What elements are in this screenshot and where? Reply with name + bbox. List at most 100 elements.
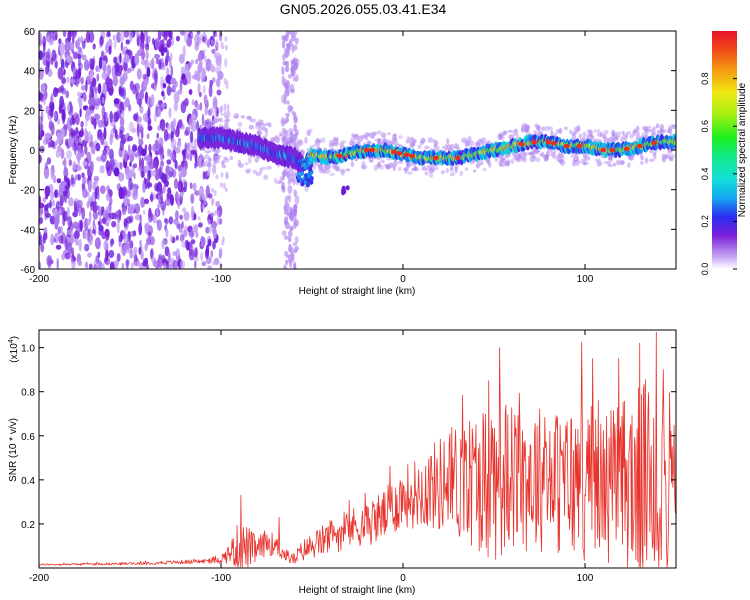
spectrogram-cell xyxy=(50,169,54,180)
spectrogram-cell xyxy=(83,229,89,240)
spectrogram-cell xyxy=(264,131,268,138)
spectrogram-cell xyxy=(39,238,43,246)
spectrogram-cell xyxy=(190,239,196,245)
spectrogram-cell xyxy=(98,224,104,232)
spectrogram-cell xyxy=(46,35,51,43)
spectrogram-cell xyxy=(50,122,55,136)
spectrogram-cell xyxy=(89,226,93,236)
spectrogram-x-tick-label: 100 xyxy=(577,274,594,285)
spectrogram-cell xyxy=(341,187,346,193)
spectrogram-cell xyxy=(254,157,260,163)
spectrogram-cell xyxy=(475,163,480,169)
spectrogram-cell xyxy=(157,31,162,41)
spectrogram-cell xyxy=(636,125,640,132)
spectrogram-cell xyxy=(627,162,631,168)
spectrogram-cell xyxy=(125,170,130,180)
spectrogram-cell xyxy=(167,123,172,131)
spectrogram-cell xyxy=(550,129,554,137)
spectrogram-cell xyxy=(284,173,289,177)
spectrogram-cell xyxy=(294,116,298,124)
spectrogram-cell xyxy=(170,137,177,149)
spectrogram-cell xyxy=(146,96,152,108)
spectrogram-cell xyxy=(215,66,219,75)
spectrogram-cell xyxy=(281,230,287,236)
spectrogram-cell xyxy=(146,35,151,43)
spectrogram-cell xyxy=(133,113,138,122)
spectrogram-cell xyxy=(309,179,314,185)
spectrogram-cell xyxy=(616,159,621,166)
spectrogram-cell xyxy=(180,101,187,114)
spectrogram-cell xyxy=(534,123,539,129)
spectrogram-cell xyxy=(308,160,312,166)
snr-x-label: Height of straight line (km) xyxy=(299,585,416,596)
spectrogram-hotspot xyxy=(636,143,643,149)
spectrogram-cell xyxy=(275,137,281,141)
spectrogram-cell xyxy=(189,182,193,190)
spectrogram-cell xyxy=(161,90,165,97)
spectrogram-cell xyxy=(373,164,378,172)
spectrogram-cell xyxy=(659,128,664,134)
spectrogram-cell xyxy=(142,112,148,122)
spectrogram-cell xyxy=(424,145,430,150)
spectrogram-cell xyxy=(185,148,191,161)
spectrogram-cell xyxy=(173,178,179,190)
spectrogram-cell xyxy=(149,249,153,260)
spectrogram-cell xyxy=(288,246,294,254)
spectrogram-cell xyxy=(68,42,75,51)
spectrogram-cell xyxy=(101,217,107,224)
spectrogram-cell xyxy=(164,47,168,53)
spectrogram-cell xyxy=(162,184,166,194)
spectrogram-cell xyxy=(131,144,138,152)
spectrogram-cell xyxy=(215,174,219,180)
spectrogram-cell xyxy=(226,103,230,112)
spectrogram-cell xyxy=(127,144,131,153)
snr-y-tick-label: 0.6 xyxy=(21,432,35,443)
spectrogram-y-tick-label: -60 xyxy=(21,265,36,276)
spectrogram-cell xyxy=(220,41,224,48)
spectrogram-cell xyxy=(199,191,202,201)
spectrogram-cell xyxy=(498,160,503,167)
spectrogram-cell xyxy=(81,207,86,220)
spectrogram-cell xyxy=(170,153,175,161)
spectrogram-cell xyxy=(39,207,44,216)
spectrogram-cell xyxy=(128,104,132,112)
spectrogram-cell xyxy=(91,228,96,235)
spectrogram-cell xyxy=(116,221,120,234)
spectrogram-cell xyxy=(139,214,142,226)
spectrogram-cell xyxy=(411,140,416,147)
spectrogram-cell xyxy=(392,134,397,141)
spectrogram-cell xyxy=(201,156,206,161)
spectrogram-cell xyxy=(506,159,511,164)
spectrogram-cell xyxy=(149,193,154,202)
spectrogram-cell xyxy=(82,188,88,199)
spectrogram-cell xyxy=(150,93,155,107)
spectrogram-cell xyxy=(152,169,157,177)
spectrogram-hotspot xyxy=(623,146,630,151)
spectrogram-cell xyxy=(204,55,207,63)
spectrogram-cell xyxy=(105,221,110,227)
spectrogram-cell xyxy=(348,140,355,147)
spectrogram-cell xyxy=(177,89,183,95)
spectrogram-cell xyxy=(387,132,391,136)
spectrogram-cell xyxy=(614,131,619,136)
spectrogram-cell xyxy=(58,234,64,244)
spectrogram-cell xyxy=(281,94,286,104)
spectrogram-cell xyxy=(72,160,77,171)
spectrogram-cell xyxy=(223,103,227,112)
spectrogram-cell xyxy=(332,165,338,170)
spectrogram-cell xyxy=(648,158,655,162)
spectrogram-cell xyxy=(611,129,616,137)
spectrogram-cell xyxy=(115,129,118,140)
spectrogram-cell xyxy=(305,182,310,188)
spectrogram-cell xyxy=(212,148,215,153)
spectrogram-cell xyxy=(45,192,49,200)
spectrogram-cell xyxy=(217,79,220,88)
spectrogram-cell xyxy=(70,174,75,185)
spectrogram-cell xyxy=(145,50,149,60)
snr-series-line xyxy=(39,331,676,568)
spectrogram-cell xyxy=(168,171,174,178)
spectrogram-cell xyxy=(182,151,186,163)
spectrogram-cell xyxy=(135,31,140,38)
spectrogram-cell xyxy=(182,78,188,86)
spectrogram-cell xyxy=(69,118,74,125)
